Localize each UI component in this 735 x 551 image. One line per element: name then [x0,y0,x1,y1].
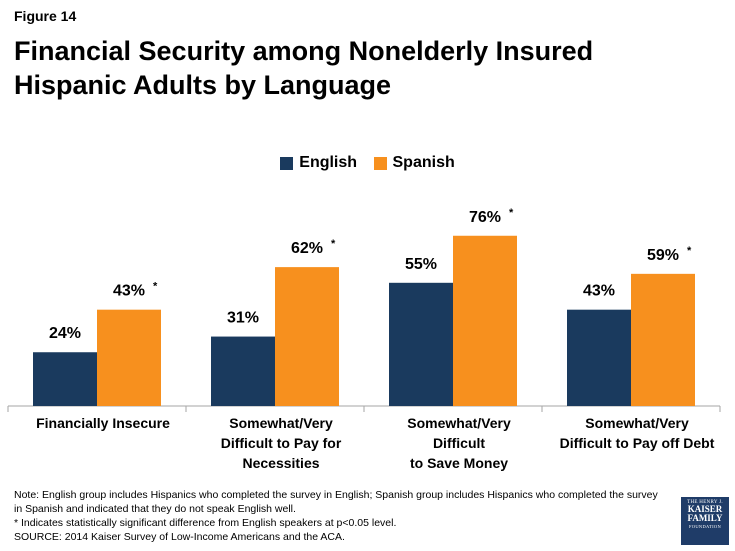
category-label-2: Difficult to Pay for [221,435,342,451]
legend-label-spanish: Spanish [392,154,455,171]
footer-notes: Note: English group includes Hispanics w… [14,488,664,544]
logo-line4: FOUNDATION [689,524,721,529]
bar-spanish-2 [275,267,339,406]
legend-item-english: English [280,154,357,172]
data-label-spanish-4: 59% [647,247,679,264]
category-label-3: Difficult [433,435,485,451]
bar-english-3 [389,282,453,406]
category-label-3: Somewhat/Very [407,415,511,431]
category-label-1: Financially Insecure [36,415,170,431]
bar-spanish-4 [631,273,695,406]
bar-english-1 [33,352,97,406]
significance-marker-1: * [153,281,158,293]
category-label-2: Necessities [242,455,319,471]
chart-title: Financial Security among Nonelderly Insu… [14,36,594,100]
category-label-4: Difficult to Pay off Debt [560,435,715,451]
data-label-english-4: 43% [583,283,615,300]
footer-significance: * Indicates statistically significant di… [14,517,397,529]
significance-marker-4: * [687,245,692,257]
legend-swatch-spanish [373,156,387,170]
bar-english-4 [567,309,631,406]
significance-marker-3: * [509,207,514,219]
category-label-3: to Save Money [410,455,508,471]
data-label-english-1: 24% [49,325,81,342]
data-label-spanish-3: 76% [469,209,501,226]
bar-spanish-1 [97,309,161,406]
footer-source: SOURCE: 2014 Kaiser Survey of Low-Income… [14,531,345,543]
footer-note: Note: English group includes Hispanics w… [14,489,658,515]
data-label-spanish-1: 43% [113,283,145,300]
category-label-4: Somewhat/Very [585,415,689,431]
legend-swatch-english [280,156,294,170]
bar-spanish-3 [453,235,517,406]
legend-label-english: English [299,154,358,171]
data-label-english-3: 55% [405,256,437,273]
logo-line3: FAMILY [687,513,723,523]
data-label-english-2: 31% [227,310,259,327]
legend-item-spanish: Spanish [373,154,455,172]
figure-label: Figure 14 [14,8,77,24]
significance-marker-2: * [331,238,336,250]
logo-line1: THE HENRY J. [687,500,723,505]
logo-line2: KAISER [687,504,723,514]
legend: English Spanish [0,154,735,175]
kff-logo: THE HENRY J. KAISER FAMILY FOUNDATION [681,497,729,545]
data-label-spanish-2: 62% [291,240,323,257]
category-label-2: Somewhat/Very [229,415,333,431]
bar-english-2 [211,336,275,406]
